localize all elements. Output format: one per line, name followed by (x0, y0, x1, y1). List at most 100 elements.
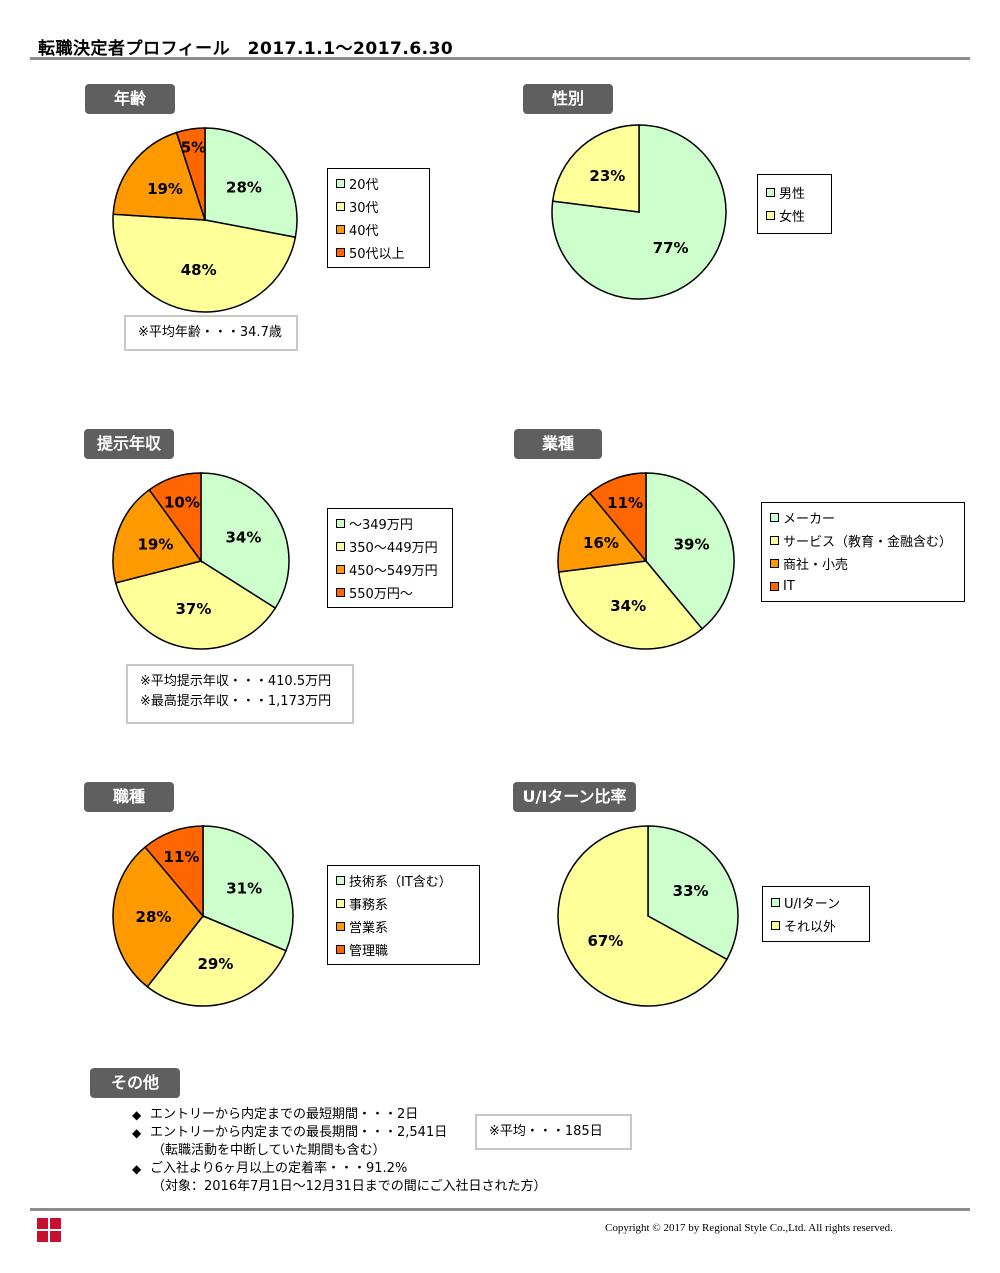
legend-label: 男性 (779, 187, 806, 202)
pie-data-label: 39% (674, 536, 710, 554)
legend-label: 事務系 (349, 898, 389, 913)
legend-swatch (770, 582, 779, 591)
pie-data-label: 10% (164, 493, 200, 511)
legend-swatch (336, 202, 345, 211)
pie-data-label: 11% (163, 848, 199, 866)
legend-label: 女性 (779, 210, 806, 225)
average-age-note: ※平均年齢・・・34.7歳 (138, 325, 282, 340)
legend-swatch (770, 536, 779, 545)
section-label-age: 年齢 (85, 84, 175, 114)
page-title: 転職決定者プロフィール 2017.1.1～2017.6.30 (38, 39, 454, 59)
section-label-salary: 提示年収 (84, 429, 174, 459)
pie-slice (557, 560, 704, 650)
legend-item: 50代以上 (336, 241, 419, 264)
legend-item: U/Iターン (771, 891, 859, 914)
pie-data-label: 5% (181, 138, 206, 156)
pie-slice (144, 825, 204, 919)
pie-data-label: 37% (175, 600, 211, 618)
pie-slice (146, 915, 287, 1007)
legend-label: 営業系 (349, 921, 389, 936)
legend-swatch (336, 542, 345, 551)
legend-swatch (336, 876, 345, 885)
pie-data-label: 34% (225, 529, 261, 547)
legend-item: 事務系 (336, 892, 469, 915)
pie-slice (551, 124, 640, 213)
legend-label: 350～449万円 (349, 541, 438, 556)
legend-swatch (766, 211, 775, 220)
other-list-text: （転職活動を中断していた期間も含む） (152, 1143, 386, 1158)
legend-item: IT (770, 575, 954, 598)
legend-label: 20代 (349, 178, 379, 193)
legend-swatch (336, 519, 345, 528)
other-list-text: ご入社より6ヶ月以上の定着率・・・91.2% (150, 1161, 408, 1176)
company-logo (37, 1218, 61, 1242)
legend-swatch (336, 922, 345, 931)
diamond-bullet-icon: ◆ (132, 1126, 142, 1140)
legend-swatch (336, 225, 345, 234)
pie-slice (112, 213, 297, 313)
pie-slice (557, 492, 648, 573)
legend-swatch (766, 188, 775, 197)
gender-legend: 男性 女性 (757, 174, 832, 234)
other-list-text: エントリーから内定までの最短期間・・・2日 (150, 1107, 419, 1122)
diamond-bullet-icon: ◆ (132, 1108, 142, 1122)
uiturn-pie-chart: 33% 67% (557, 825, 739, 1007)
legend-label: 商社・小売 (783, 558, 849, 573)
pie-data-label: 67% (587, 932, 623, 950)
average-period-note: ※平均・・・185日 (475, 1114, 632, 1150)
section-label-industry: 業種 (514, 429, 602, 459)
legend-label: 30代 (349, 201, 379, 216)
age-pie-chart: 28% 48% 19% 5% (112, 127, 298, 313)
industry-legend: メーカー サービス（教育・金融含む） 商社・小売 IT (761, 502, 965, 602)
section-label-other: その他 (90, 1068, 180, 1098)
pie-slice (112, 131, 207, 221)
legend-item: 管理職 (336, 938, 469, 961)
other-list-item: （対象：2016年7月1日～12月31日までの間にご入社日された方） (132, 1178, 546, 1196)
pie-data-label: 11% (607, 494, 643, 512)
pie-slice (557, 825, 728, 1007)
legend-item: 350～449万円 (336, 535, 442, 558)
legend-item: メーカー (770, 506, 954, 529)
uiturn-legend: U/Iターン それ以外 (762, 886, 870, 942)
pie-data-label: 48% (181, 261, 217, 279)
salary-legend: ～349万円 350～449万円 450～549万円 550万円～ (327, 508, 453, 608)
pie-slice (204, 127, 298, 239)
legend-item: 30代 (336, 195, 419, 218)
pie-data-label: 19% (138, 536, 174, 554)
pie-slice (112, 488, 203, 584)
pie-data-label: 28% (136, 908, 172, 926)
age-note: ※平均年齢・・・34.7歳 (124, 315, 298, 351)
occupation-pie-chart: 31% 29% 28% 11% (112, 825, 294, 1007)
legend-item: 40代 (336, 218, 419, 241)
legend-swatch (771, 898, 780, 907)
legend-swatch (770, 559, 779, 568)
pie-slice (647, 825, 739, 961)
average-salary-note: ※平均提示年収・・・410.5万円 (140, 674, 332, 689)
legend-item: 営業系 (336, 915, 469, 938)
legend-label: 技術系（IT含む） (349, 875, 452, 890)
other-list-item: ◆ エントリーから内定までの最短期間・・・2日 (132, 1106, 546, 1124)
other-list-text: エントリーから内定までの最長期間・・・2,541日 (150, 1125, 448, 1140)
pie-slice (588, 472, 647, 564)
pie-data-label: 34% (610, 597, 646, 615)
legend-item: 男性 (766, 181, 821, 204)
legend-item: 450～549万円 (336, 558, 442, 581)
legend-label: 40代 (349, 224, 379, 239)
average-period-text: ※平均・・・185日 (489, 1124, 603, 1139)
other-list-text: （対象：2016年7月1日～12月31日までの間にご入社日された方） (152, 1179, 547, 1194)
other-list: ◆ エントリーから内定までの最短期間・・・2日 ◆ エントリーから内定までの最長期間・… (132, 1106, 546, 1196)
legend-label: ～349万円 (349, 518, 413, 533)
age-legend: 20代 30代 40代 50代以上 (327, 168, 430, 268)
pie-data-label: 23% (589, 167, 625, 185)
pie-data-label: 16% (583, 534, 619, 552)
pie-slice (112, 845, 204, 988)
legend-swatch (770, 513, 779, 522)
legend-swatch (336, 588, 345, 597)
legend-swatch (336, 945, 345, 954)
pie-data-label: 31% (226, 880, 262, 898)
pie-slice (645, 472, 735, 630)
pie-slice (114, 560, 277, 650)
industry-pie-chart: 39% 34% 16% 11% (557, 472, 735, 650)
legend-item: 550万円～ (336, 581, 442, 604)
legend-swatch (336, 899, 345, 908)
